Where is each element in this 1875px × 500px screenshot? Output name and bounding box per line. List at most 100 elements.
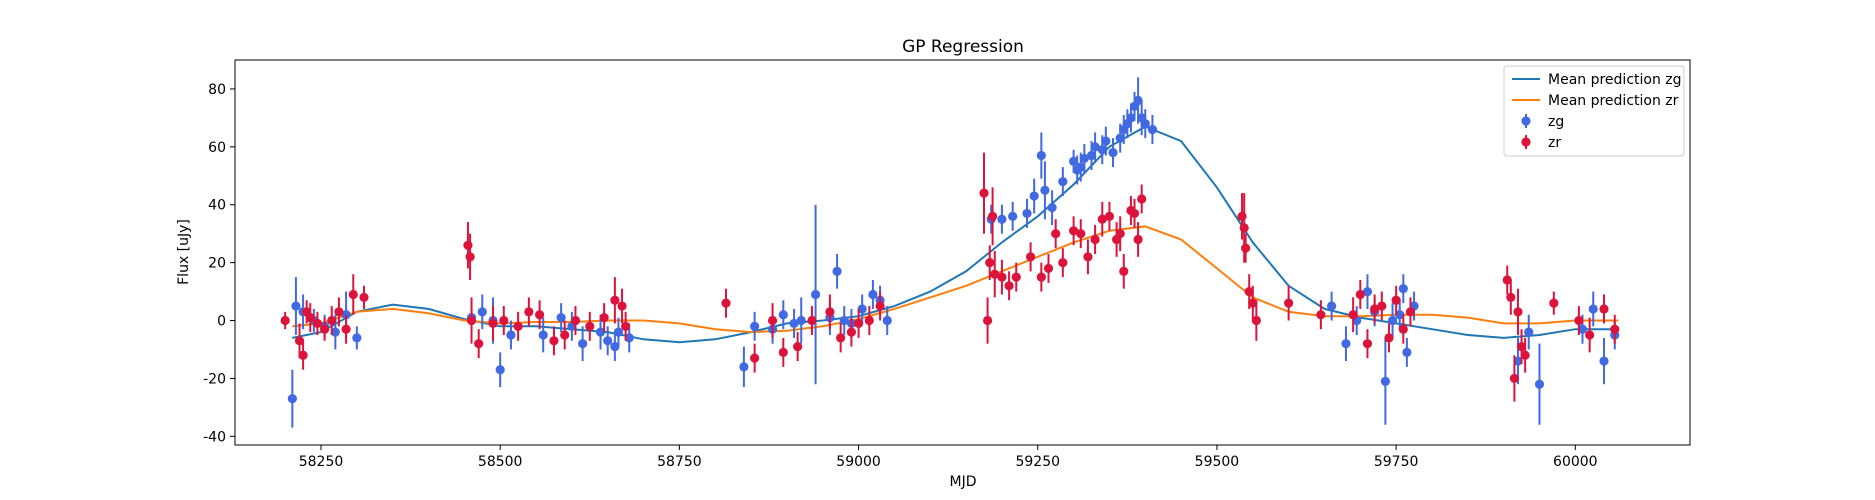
data-point-zr <box>1513 307 1523 317</box>
y-tick-label: 0 <box>217 314 226 330</box>
data-point-zg <box>778 310 788 320</box>
data-point-zr <box>585 321 595 331</box>
y-tick-label: -40 <box>203 429 226 445</box>
data-point-zg <box>1022 208 1032 219</box>
data-point-zr <box>298 350 308 360</box>
data-point-zg <box>839 315 849 326</box>
data-point-zr <box>280 315 290 326</box>
data-point-zg <box>1040 185 1050 195</box>
data-point-zg <box>1097 145 1107 155</box>
data-point-zr <box>1097 214 1107 224</box>
data-point-zg <box>1068 156 1079 166</box>
data-point-zg <box>287 394 297 404</box>
data-point-zr <box>825 307 835 317</box>
y-tick-label: 80 <box>208 82 226 98</box>
data-point-zr <box>341 324 351 334</box>
data-point-zg <box>1126 113 1136 123</box>
data-point-zg <box>613 327 624 337</box>
data-point-zg <box>997 214 1007 224</box>
data-point-zr <box>1370 304 1380 314</box>
data-point-zr <box>1348 310 1358 320</box>
data-point-zg <box>1076 162 1086 172</box>
legend-label-zg: zg <box>1548 114 1564 130</box>
data-point-zg <box>1047 203 1057 213</box>
data-point-zr <box>985 258 995 268</box>
data-point-zr <box>1068 226 1079 236</box>
data-point-zr <box>807 315 817 326</box>
data-point-zr <box>621 321 631 331</box>
data-point-zg <box>750 321 760 331</box>
y-tick-label: -20 <box>203 371 226 387</box>
data-point-zr <box>990 269 1000 279</box>
data-point-zr <box>1362 339 1373 349</box>
data-point-zr <box>997 272 1007 282</box>
data-point-zg <box>1058 176 1068 187</box>
data-point-zr <box>1011 272 1021 282</box>
data-point-zr <box>570 315 581 326</box>
data-point-zg <box>352 333 362 343</box>
data-point-zg <box>538 330 548 340</box>
data-point-zr <box>549 336 559 346</box>
data-point-zg <box>1599 356 1609 366</box>
data-point-zr <box>1377 301 1387 311</box>
legend-swatch-zr <box>1521 137 1531 147</box>
plot-area <box>280 77 1620 428</box>
data-point-zr <box>988 211 998 221</box>
data-point-zr <box>1391 295 1401 305</box>
x-tick-label: 58250 <box>299 454 344 470</box>
x-tick-label: 58750 <box>657 454 702 470</box>
data-point-zg <box>556 313 566 323</box>
x-tick-label: 59500 <box>1195 454 1240 470</box>
data-point-zr <box>875 301 885 311</box>
data-point-zr <box>474 339 484 349</box>
data-point-zr <box>1516 341 1527 352</box>
data-point-zg <box>796 315 806 326</box>
data-point-zr <box>1058 258 1068 268</box>
data-point-zg <box>1101 136 1111 146</box>
data-point-zr <box>1083 252 1093 262</box>
data-point-zr <box>1051 229 1061 239</box>
data-point-zr <box>767 315 778 326</box>
data-point-zg <box>330 327 340 337</box>
legend-label-mean-prediction-zr: Mean prediction zr <box>1548 93 1679 109</box>
y-tick-label: 20 <box>208 256 226 272</box>
x-tick-label: 59250 <box>1015 454 1060 470</box>
data-point-zg <box>1108 148 1118 158</box>
legend-box <box>1503 65 1685 157</box>
data-point-zr <box>1355 289 1365 300</box>
data-point-zg <box>1534 379 1545 389</box>
data-point-zr <box>1115 229 1125 239</box>
data-point-zr <box>359 292 369 302</box>
data-point-zr <box>524 307 534 317</box>
data-point-zg <box>882 315 892 326</box>
data-point-zg <box>1577 324 1588 334</box>
data-point-zg <box>1341 339 1351 349</box>
data-point-zr <box>778 347 788 357</box>
x-axis: 58250 58500 58750 59000 59250 59500 59750 60000 <box>299 445 1598 470</box>
data-point-zr <box>465 252 475 262</box>
y-axis-label: Flux [uJy] <box>176 219 192 285</box>
x-tick-label: 59000 <box>836 454 881 470</box>
data-point-zr <box>1599 304 1609 314</box>
data-point-zr <box>319 324 330 334</box>
data-point-zr <box>1004 281 1014 291</box>
data-point-zr <box>1244 286 1254 297</box>
data-point-zr <box>793 341 803 352</box>
axes-frame <box>234 59 1691 446</box>
data-point-zr <box>979 188 989 198</box>
data-point-zr <box>1248 298 1258 308</box>
data-point-zr <box>1384 333 1394 343</box>
data-point-zr <box>1520 350 1530 360</box>
data-point-zr <box>294 336 305 346</box>
data-point-zg <box>1133 95 1143 106</box>
data-point-zr <box>463 240 473 250</box>
data-point-zg <box>1036 150 1046 161</box>
data-point-zr <box>312 318 323 329</box>
data-point-zr <box>1133 234 1143 245</box>
data-point-zr <box>560 330 570 340</box>
data-point-zg <box>291 301 301 311</box>
y-tick-label: 40 <box>208 198 226 214</box>
data-point-zr <box>864 315 874 326</box>
legend-label-mean-prediction-zg: Mean prediction zg <box>1548 72 1682 88</box>
